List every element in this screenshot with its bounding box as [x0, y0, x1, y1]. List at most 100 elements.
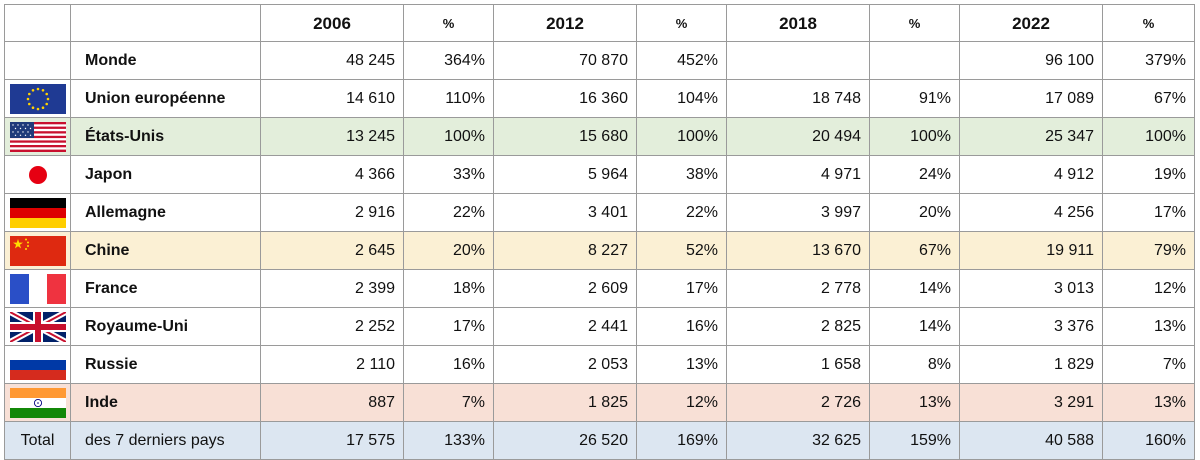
value-2012: 5 964 — [493, 155, 637, 194]
value-2006: 2 110 — [260, 345, 404, 384]
value-2006: 48 245 — [260, 41, 404, 80]
table-row-chine: Chine 2 645 20% 8 227 52% 13 670 67% 19 … — [4, 231, 1195, 270]
row-label: France — [70, 269, 261, 308]
pct-2012: 52% — [636, 231, 727, 270]
pct-2018: 67% — [869, 231, 960, 270]
value-2018: 13 670 — [726, 231, 870, 270]
pct-2006: 16% — [403, 345, 494, 384]
table-row-ue: Union européenne 14 610 110% 16 360 104%… — [4, 79, 1195, 118]
value-2018: 2 778 — [726, 269, 870, 308]
pct-2006: 18% — [403, 269, 494, 308]
value-2022: 25 347 — [959, 117, 1103, 156]
pct-2012: 22% — [636, 193, 727, 232]
japan-flag-icon — [4, 155, 71, 194]
table-row-royaume-uni: Royaume-Uni 2 252 17% 2 441 16% 2 825 14… — [4, 307, 1195, 346]
header-pct-2018: % — [869, 4, 960, 42]
pct-2012: 452% — [636, 41, 727, 80]
pct-2012: 13% — [636, 345, 727, 384]
header-2006: 2006 — [260, 4, 404, 42]
value-2022: 3 291 — [959, 383, 1103, 422]
pct-2006: 22% — [403, 193, 494, 232]
header-empty-flag — [4, 4, 71, 42]
table-row-us: États-Unis 13 245 100% 15 680 100% 20 49… — [4, 117, 1195, 156]
value-2012: 26 520 — [493, 421, 637, 460]
row-label: Japon — [70, 155, 261, 194]
gdp-table-container: 2006 % 2012 % 2018 % 2022 % Monde 48 245… — [4, 4, 1195, 460]
value-2022: 4 912 — [959, 155, 1103, 194]
row-label: Royaume-Uni — [70, 307, 261, 346]
pct-2022: 79% — [1102, 231, 1195, 270]
us-flag-icon — [4, 117, 71, 156]
pct-2022: 17% — [1102, 193, 1195, 232]
france-flag-icon — [4, 269, 71, 308]
germany-flag-icon — [4, 193, 71, 232]
table-row-allemagne: Allemagne 2 916 22% 3 401 22% 3 997 20% … — [4, 193, 1195, 232]
value-2012: 3 401 — [493, 193, 637, 232]
pct-2012: 169% — [636, 421, 727, 460]
pct-2012: 38% — [636, 155, 727, 194]
russia-flag-icon — [4, 345, 71, 384]
pct-2022: 379% — [1102, 41, 1195, 80]
row-label: Union européenne — [70, 79, 261, 118]
pct-2006: 20% — [403, 231, 494, 270]
pct-2006: 17% — [403, 307, 494, 346]
value-2006: 2 399 — [260, 269, 404, 308]
header-2022: 2022 — [959, 4, 1103, 42]
pct-2022: 13% — [1102, 307, 1195, 346]
value-2006: 2 252 — [260, 307, 404, 346]
value-2006: 2 916 — [260, 193, 404, 232]
pct-2012: 104% — [636, 79, 727, 118]
pct-2022: 12% — [1102, 269, 1195, 308]
value-2012: 15 680 — [493, 117, 637, 156]
table-row-russie: Russie 2 110 16% 2 053 13% 1 658 8% 1 82… — [4, 345, 1195, 384]
value-2018: 32 625 — [726, 421, 870, 460]
pct-2006: 100% — [403, 117, 494, 156]
value-2006: 887 — [260, 383, 404, 422]
table-row-france: France 2 399 18% 2 609 17% 2 778 14% 3 0… — [4, 269, 1195, 308]
value-2022: 3 013 — [959, 269, 1103, 308]
pct-2012: 17% — [636, 269, 727, 308]
value-2022: 17 089 — [959, 79, 1103, 118]
pct-2018: 8% — [869, 345, 960, 384]
table-row-inde: Inde 887 7% 1 825 12% 2 726 13% 3 291 13… — [4, 383, 1195, 422]
flag-cell-empty — [4, 41, 71, 80]
value-2018: 2 726 — [726, 383, 870, 422]
row-label: Allemagne — [70, 193, 261, 232]
row-label: États-Unis — [70, 117, 261, 156]
value-2012: 8 227 — [493, 231, 637, 270]
value-2006: 14 610 — [260, 79, 404, 118]
uk-flag-icon — [4, 307, 71, 346]
row-label: Russie — [70, 345, 261, 384]
pct-2018 — [869, 41, 960, 80]
pct-2018: 100% — [869, 117, 960, 156]
pct-2018: 14% — [869, 269, 960, 308]
value-2022: 40 588 — [959, 421, 1103, 460]
value-2012: 70 870 — [493, 41, 637, 80]
row-label: Inde — [70, 383, 261, 422]
table-row-japon: Japon 4 366 33% 5 964 38% 4 971 24% 4 91… — [4, 155, 1195, 194]
value-2012: 16 360 — [493, 79, 637, 118]
table-row-total: Total des 7 derniers pays 17 575 133% 26… — [4, 421, 1195, 460]
pct-2012: 16% — [636, 307, 727, 346]
value-2018: 3 997 — [726, 193, 870, 232]
pct-2022: 67% — [1102, 79, 1195, 118]
pct-2018: 20% — [869, 193, 960, 232]
pct-2018: 24% — [869, 155, 960, 194]
pct-2006: 133% — [403, 421, 494, 460]
value-2022: 1 829 — [959, 345, 1103, 384]
value-2006: 4 366 — [260, 155, 404, 194]
value-2018: 18 748 — [726, 79, 870, 118]
value-2022: 4 256 — [959, 193, 1103, 232]
value-2022: 96 100 — [959, 41, 1103, 80]
header-pct-2006: % — [403, 4, 494, 42]
total-description: des 7 derniers pays — [70, 421, 261, 460]
pct-2006: 110% — [403, 79, 494, 118]
value-2018: 4 971 — [726, 155, 870, 194]
value-2022: 19 911 — [959, 231, 1103, 270]
value-2012: 2 441 — [493, 307, 637, 346]
value-2012: 2 609 — [493, 269, 637, 308]
pct-2006: 364% — [403, 41, 494, 80]
pct-2006: 33% — [403, 155, 494, 194]
pct-2022: 160% — [1102, 421, 1195, 460]
header-pct-2022: % — [1102, 4, 1195, 42]
